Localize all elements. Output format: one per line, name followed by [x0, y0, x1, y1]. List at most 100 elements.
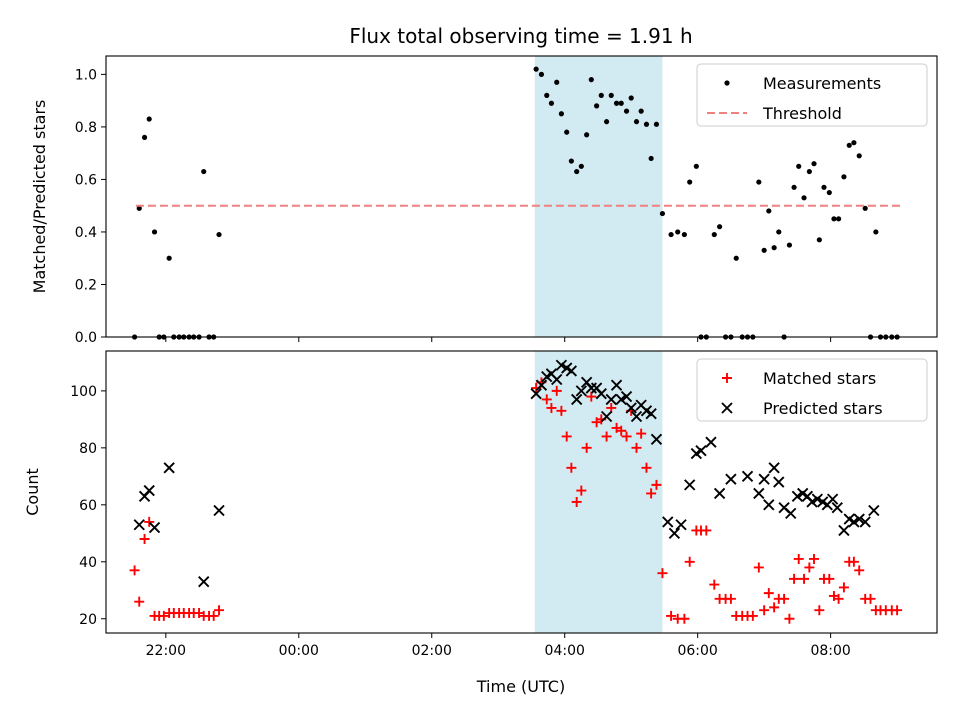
- data-point-predicted: [625, 402, 637, 414]
- data-point-matched: [799, 573, 810, 584]
- data-point-matched: [631, 442, 642, 453]
- data-point-measurement: [613, 100, 620, 106]
- x-tick-label: 06:00: [677, 643, 717, 659]
- data-point-measurement: [166, 255, 172, 261]
- data-point-matched: [784, 613, 795, 624]
- data-point-measurement: [584, 132, 590, 138]
- y-tick-label: 0.0: [75, 330, 97, 346]
- data-point-measurement: [675, 229, 681, 235]
- data-point-matched: [566, 462, 577, 473]
- data-point-predicted: [791, 490, 804, 502]
- data-point-matched: [763, 588, 774, 599]
- data-point-matched: [701, 525, 712, 536]
- data-point-measurement: [862, 205, 868, 211]
- data-point-measurement: [766, 208, 772, 214]
- data-point-measurement: [633, 119, 640, 125]
- data-point-measurement: [603, 119, 610, 125]
- data-point-measurement: [648, 155, 654, 162]
- data-point-measurement: [201, 168, 207, 175]
- data-point-matched: [865, 593, 876, 604]
- data-point-matched: [616, 425, 627, 436]
- data-point-measurement: [598, 92, 604, 98]
- data-point-matched: [646, 488, 657, 499]
- data-point-measurement: [681, 231, 687, 238]
- y-tick-label: 0.8: [75, 120, 97, 136]
- data-point-measurement: [668, 231, 674, 238]
- data-point-predicted: [595, 388, 607, 400]
- data-point-matched: [641, 462, 652, 473]
- data-point-measurement: [659, 210, 666, 217]
- data-point-matched: [769, 602, 780, 613]
- x-tick-label: 02:00: [412, 643, 452, 659]
- data-point-matched: [779, 593, 790, 604]
- legend: Measurements Threshold: [696, 63, 928, 127]
- data-point-matched: [814, 605, 825, 616]
- data-point-measurement: [806, 168, 812, 175]
- data-point-measurement: [693, 163, 699, 169]
- data-point-predicted: [785, 507, 797, 520]
- data-point-matched: [854, 565, 865, 576]
- data-point-predicted: [675, 519, 687, 531]
- bottom-chart-counts: 20 40 60 80 100 22:00 00:00 02:00 04:00 06:00 08:0…: [23, 350, 938, 659]
- data-point-matched: [561, 431, 572, 442]
- data-point-matched: [541, 394, 552, 405]
- y-tick-label: 20: [79, 612, 97, 628]
- data-point-measurement: [533, 66, 539, 72]
- y-tick-label: 100: [70, 384, 97, 400]
- data-point-predicted: [695, 445, 707, 457]
- data-point-matched: [551, 385, 562, 396]
- data-point-measurement: [548, 100, 555, 106]
- data-point-predicted: [163, 462, 175, 474]
- data-point-matched: [158, 610, 169, 621]
- data-point-measurement: [791, 184, 797, 190]
- data-point-matched: [571, 496, 582, 507]
- data-point-predicted: [213, 504, 225, 517]
- data-point-matched: [809, 553, 820, 564]
- data-point-measurement: [653, 121, 660, 127]
- legend-label: Matched stars: [763, 369, 876, 388]
- legend-marker-matched: [722, 373, 732, 383]
- data-point-measurement: [594, 103, 600, 109]
- data-point-measurement: [558, 111, 564, 117]
- data-point-predicted: [650, 433, 663, 445]
- data-point-measurement: [826, 189, 832, 196]
- data-point-matched: [214, 605, 225, 616]
- data-point-matched: [838, 582, 849, 593]
- data-point-matched: [576, 485, 587, 496]
- data-point-predicted: [826, 493, 839, 505]
- data-point-matched: [586, 391, 597, 402]
- data-point-measurement: [796, 163, 802, 169]
- x-tick-label: 08:00: [810, 643, 850, 659]
- highlight-span: [534, 351, 663, 633]
- data-point-measurement: [544, 92, 550, 98]
- data-point-measurement: [578, 163, 584, 169]
- data-point-predicted: [868, 504, 880, 517]
- data-point-matched: [556, 405, 567, 416]
- data-point-measurement: [574, 168, 580, 175]
- data-point-predicted: [133, 519, 145, 531]
- data-point-matched: [657, 568, 668, 579]
- data-point-predicted: [555, 359, 568, 371]
- data-point-matched: [833, 593, 844, 604]
- data-point-predicted: [645, 407, 657, 420]
- data-point-matched: [789, 573, 800, 584]
- data-point-measurement: [801, 195, 807, 201]
- y-tick-label: 80: [79, 441, 97, 457]
- data-point-measurement: [141, 134, 148, 141]
- data-point-matched: [848, 556, 859, 567]
- data-point-matched: [134, 596, 145, 607]
- legend-box: [696, 63, 928, 127]
- data-point-measurement: [821, 184, 827, 190]
- data-point-matched: [208, 610, 219, 621]
- y-tick-label: 1.0: [75, 67, 97, 83]
- data-point-measurement: [836, 216, 842, 222]
- y-tick-label: 60: [79, 498, 97, 514]
- data-point-matched: [651, 479, 662, 490]
- data-point-predicted: [615, 393, 627, 406]
- legend-marker-predicted: [721, 402, 733, 414]
- x-tick-label: 00:00: [279, 643, 319, 659]
- data-point-measurement: [786, 242, 793, 248]
- data-point-predicted: [705, 436, 717, 448]
- data-point-matched: [793, 553, 804, 564]
